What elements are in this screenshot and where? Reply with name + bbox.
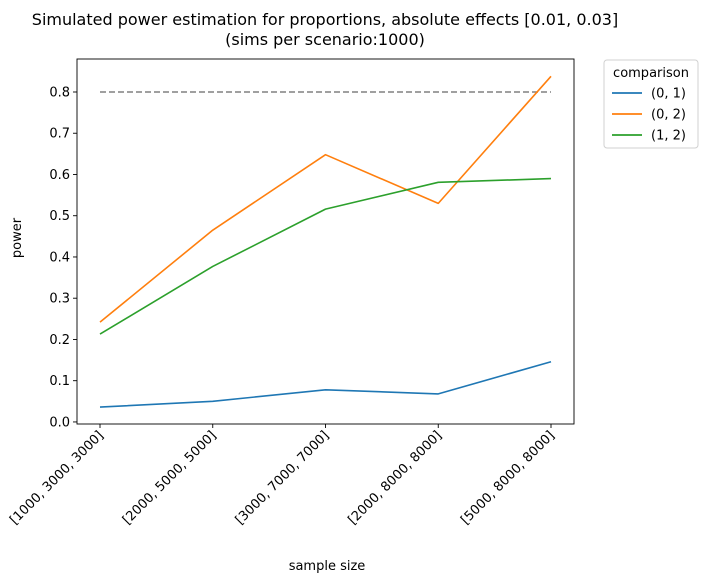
y-tick-label: 0.3: [49, 292, 70, 307]
y-tick-label: 0.0: [49, 415, 70, 430]
plot-area: 0.0 0.1 0.2 0.3 0.4 0.5 0.6 0.7 0.8 [1000, 3000, …: [7, 58, 575, 528]
x-tick-label: [2000, 8000, 8000]: [345, 428, 445, 528]
x-axis-label: sample size: [289, 559, 366, 574]
legend-entry-2: (1, 2): [651, 129, 686, 144]
y-tick-label: 0.6: [49, 168, 70, 183]
y-tick-label: 0.8: [49, 85, 70, 100]
legend-entry-1: (0, 2): [651, 108, 686, 123]
series-line-2: [99, 177, 552, 335]
series-line-0: [99, 360, 552, 408]
y-tick-label: 0.2: [49, 333, 70, 348]
x-tick-label: [5000, 8000, 8000]: [458, 428, 558, 528]
y-tick-label: 0.5: [49, 209, 70, 224]
series-line-1: [99, 75, 552, 323]
legend-frame: [603, 59, 699, 149]
y-axis-label: power: [10, 217, 25, 258]
chart-title: Simulated power estimation for proportio…: [32, 10, 618, 29]
y-tick-label: 0.7: [49, 127, 70, 142]
y-tick-label: 0.4: [49, 250, 70, 265]
legend: comparison (0, 1) (0, 2) (1, 2): [603, 59, 699, 149]
x-tick-label: [2000, 5000, 5000]: [120, 428, 220, 528]
chart-subtitle: (sims per scenario:1000): [225, 30, 425, 49]
plot-frame: [76, 58, 575, 425]
x-tick-label: [1000, 3000, 3000]: [7, 428, 107, 528]
legend-entry-0: (0, 1): [651, 87, 686, 102]
legend-title: comparison: [613, 66, 689, 81]
x-tick-label: [3000, 7000, 7000]: [233, 428, 333, 528]
y-tick-label: 0.1: [49, 374, 70, 389]
